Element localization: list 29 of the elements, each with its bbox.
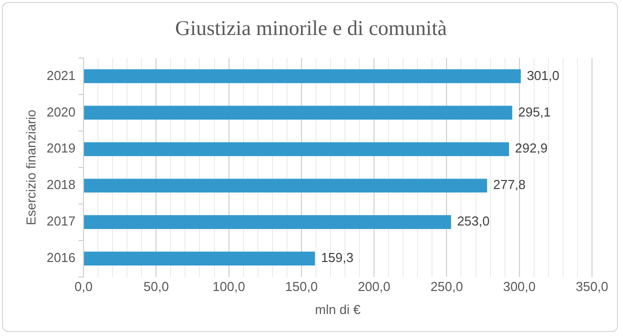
- data-label: 253,0: [457, 214, 490, 229]
- bar: [84, 215, 452, 230]
- y-tick-label: 2020: [46, 104, 76, 120]
- y-tick-label: 2016: [46, 250, 76, 266]
- y-tick-label: 2021: [46, 68, 76, 83]
- data-label: 292,9: [515, 140, 548, 156]
- x-tick-label: 100,0: [212, 279, 246, 294]
- chart-title: Giustizia minorile e di comunità: [174, 16, 448, 41]
- bar: [84, 252, 315, 266]
- bar: [84, 69, 521, 84]
- x-tick-label: 250,0: [430, 279, 463, 294]
- y-tick-label: 2018: [46, 177, 76, 192]
- data-label: 301,0: [526, 68, 560, 83]
- data-label: 159,3: [320, 250, 354, 266]
- x-axis-title: mln di €: [314, 302, 362, 317]
- y-tick-label: 2017: [46, 214, 76, 229]
- bar: [84, 142, 510, 156]
- y-tick-label: 2019: [46, 140, 76, 156]
- data-label: 277,8: [493, 177, 526, 192]
- x-tick-label: 0,0: [74, 279, 93, 294]
- x-tick-label: 50,0: [144, 279, 169, 294]
- x-tick-label: 200,0: [358, 279, 390, 294]
- bar: [84, 106, 512, 120]
- data-label: 295,1: [518, 104, 551, 120]
- x-tick-label: 300,0: [503, 279, 536, 294]
- bar: [84, 178, 488, 193]
- y-axis-title: Esercizio finanziario: [23, 110, 38, 226]
- x-tick-label: 150,0: [285, 279, 318, 294]
- x-tick-label: 350,0: [576, 279, 608, 294]
